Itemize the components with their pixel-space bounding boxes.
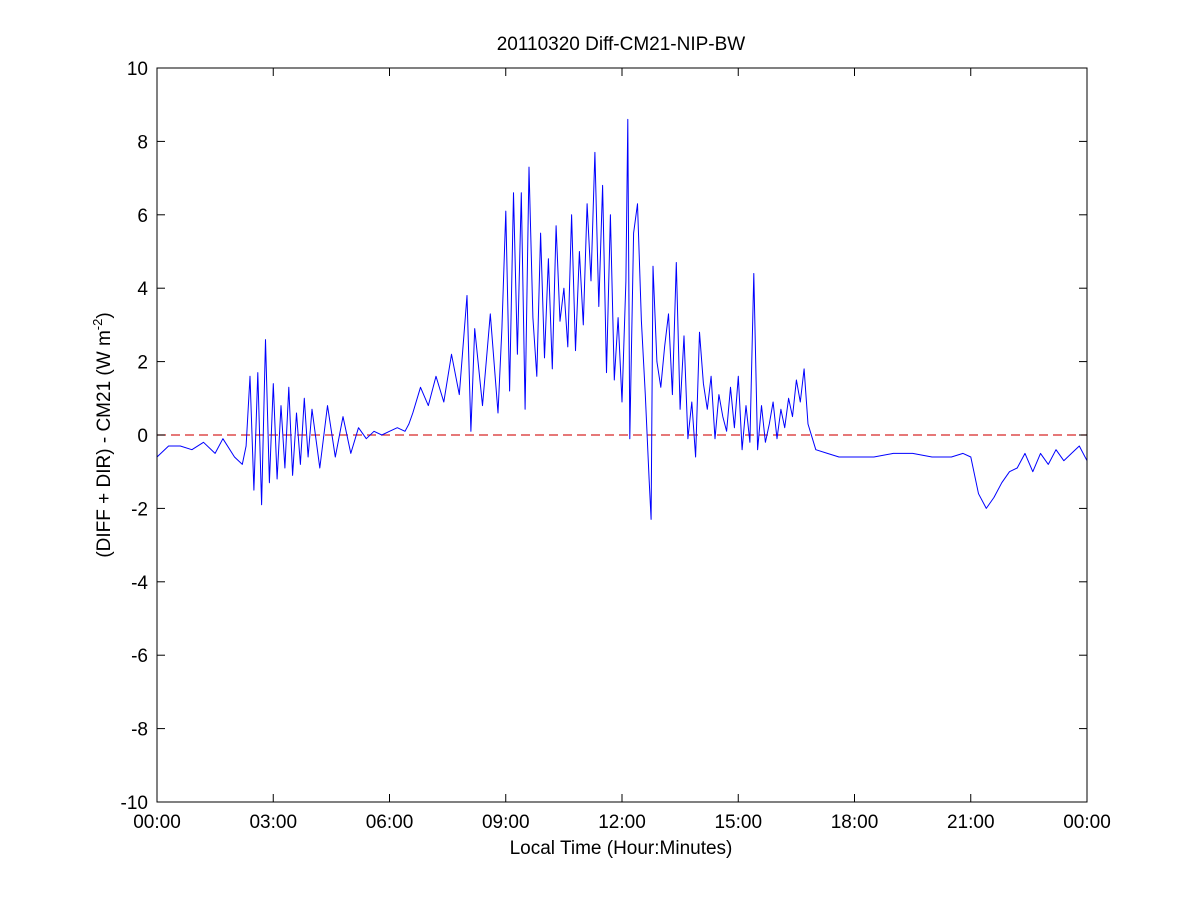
x-axis-label: Local Time (Hour:Minutes): [510, 838, 733, 859]
y-axis: -10 -8 -6 -4 -2 0 2 4 6 8 10: [121, 59, 1087, 814]
x-tick-label: 21:00: [947, 812, 995, 833]
y-tick-label: -4: [131, 573, 148, 594]
x-tick-label: 06:00: [366, 812, 414, 833]
chart-title: 20110320 Diff-CM21-NIP-BW: [497, 34, 746, 55]
x-tick-label: 00:00: [133, 812, 181, 833]
y-axis-label-superscript: -2: [90, 319, 105, 331]
x-tick-label: 09:00: [482, 812, 530, 833]
y-axis-label-suffix: ): [94, 312, 115, 318]
y-tick-label: -6: [131, 646, 148, 667]
x-tick-label: 00:00: [1063, 812, 1111, 833]
y-tick-label: 8: [137, 132, 148, 153]
y-tick-label: 6: [137, 206, 148, 227]
y-tick-label: -2: [131, 499, 148, 520]
y-axis-label-main: (DIFF + DIR) - CM21 (W m: [94, 330, 115, 557]
y-tick-label: -8: [131, 720, 148, 741]
x-tick-label: 03:00: [249, 812, 297, 833]
y-tick-label: -10: [121, 793, 148, 814]
y-tick-label: 4: [137, 279, 148, 300]
x-tick-label: 15:00: [714, 812, 762, 833]
y-tick-label: 2: [137, 353, 148, 374]
x-tick-label: 12:00: [598, 812, 646, 833]
y-tick-label: 0: [137, 426, 148, 447]
y-axis-label: (DIFF + DIR) - CM21 (W m-2): [90, 312, 115, 557]
series-line: [156, 118, 1088, 520]
x-tick-label: 18:00: [831, 812, 879, 833]
y-tick-label: 10: [127, 59, 148, 80]
x-axis: 00:00 03:00 06:00 09:00 12:00 15:00 18:00 21:00…: [133, 68, 1111, 833]
series-layer: [156, 118, 1088, 520]
